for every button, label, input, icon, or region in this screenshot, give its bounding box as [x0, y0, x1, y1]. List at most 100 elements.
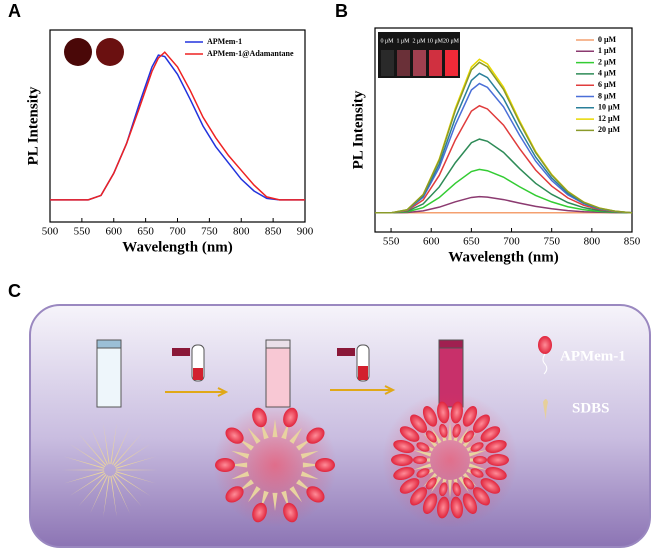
x-tick-label: 550 [74, 226, 91, 238]
y-axis-label: PL Intensity [25, 86, 41, 165]
vial [429, 50, 442, 76]
cuvette [96, 339, 122, 408]
surfactant [413, 463, 432, 470]
surfactant [69, 472, 106, 496]
series-line [375, 138, 633, 214]
inset-label: 0 μM [380, 38, 394, 44]
inset-photo [64, 38, 92, 66]
y-axis-label: PL Intensity [350, 90, 366, 169]
surfactant [272, 419, 278, 438]
apmem-icon [538, 336, 552, 354]
surfactant [431, 476, 442, 493]
vial [337, 344, 370, 382]
surfactant [448, 422, 452, 441]
legend-label: SDBS [572, 400, 610, 416]
probe [225, 427, 244, 444]
arrow [330, 385, 396, 395]
vial [445, 50, 458, 76]
x-tick-label: 800 [233, 226, 250, 238]
surfactant [231, 450, 250, 459]
surfactant [78, 474, 107, 507]
surfactant [468, 463, 487, 470]
vial [172, 344, 205, 382]
probe [252, 502, 267, 523]
probe [399, 426, 420, 442]
legend-label: 20 μM [598, 125, 621, 134]
surfactant [103, 422, 110, 465]
surfactant [289, 427, 303, 444]
series-line [375, 168, 633, 214]
x-tick-label: 850 [624, 236, 641, 248]
probe [425, 477, 437, 490]
glow [213, 403, 337, 527]
surfactant [413, 450, 432, 457]
probe [439, 423, 448, 438]
vial [397, 50, 410, 76]
panel-label: A [8, 1, 21, 21]
probe [462, 406, 478, 427]
vial [413, 50, 426, 76]
surfactant [247, 427, 261, 444]
x-axis-label: Wavelength (nm) [122, 239, 232, 255]
surfactant [90, 426, 109, 465]
inset-label: 20 μM [443, 38, 460, 44]
panel-label: B [335, 1, 348, 21]
surfactant [289, 486, 303, 503]
inset-label: 10 μM [427, 38, 444, 44]
probe [480, 478, 501, 494]
surfactant [448, 479, 452, 498]
surfactant [110, 475, 117, 518]
probe [462, 493, 478, 514]
surfactant [113, 474, 142, 507]
x-tick-label: 800 [584, 236, 601, 248]
x-tick-label: 700 [169, 226, 186, 238]
x-tick-label: 500 [42, 226, 59, 238]
probe [485, 466, 507, 481]
probe [399, 478, 420, 494]
surfactant [78, 433, 107, 466]
surfactant [229, 462, 248, 468]
surfactant [111, 475, 130, 514]
surfactant [115, 471, 157, 484]
surfactant [115, 469, 158, 471]
probe [425, 430, 437, 443]
arrow [165, 387, 229, 397]
series-line [375, 61, 633, 214]
series-line [375, 104, 633, 214]
surfactant [114, 472, 151, 496]
surfactant [63, 456, 105, 469]
probe [416, 442, 430, 452]
probe [470, 468, 484, 478]
surfactant [111, 426, 130, 465]
surfactant [115, 456, 157, 469]
probe [393, 466, 415, 481]
panel-label: C [8, 281, 21, 301]
legend-label: 6 μM [598, 80, 617, 89]
surfactant [69, 444, 106, 468]
probe [306, 427, 325, 444]
probe [283, 407, 298, 428]
probe [410, 487, 428, 506]
inset-label: 1 μM [396, 38, 410, 44]
probe [410, 414, 428, 433]
probe [452, 482, 461, 497]
assemblies [62, 392, 518, 528]
probe [439, 482, 448, 497]
probe [416, 468, 430, 478]
surfactant [468, 450, 487, 457]
inset-label: 2 μM [412, 38, 426, 44]
probe [437, 401, 450, 424]
legend-label: 10 μM [598, 103, 621, 112]
probe [450, 401, 463, 424]
surfactant [247, 486, 261, 503]
probe [472, 487, 490, 506]
surfactant [431, 427, 442, 444]
vial [381, 50, 394, 76]
probe [473, 456, 487, 464]
x-tick-label: 550 [383, 236, 400, 248]
surfactant [300, 471, 319, 480]
probe [487, 454, 509, 466]
x-tick-label: 900 [297, 226, 314, 238]
surfactant [231, 471, 250, 480]
cuvette [265, 339, 291, 408]
